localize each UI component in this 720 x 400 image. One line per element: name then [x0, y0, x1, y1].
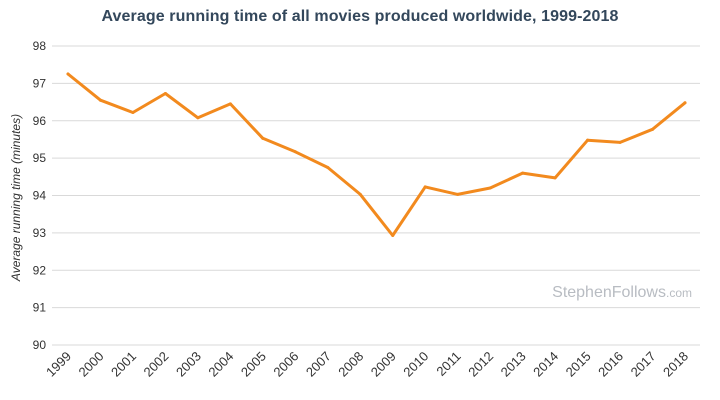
data-point	[326, 165, 330, 169]
y-tick-labels: 90 91 92 93 94 95 96 97 98	[33, 39, 47, 352]
y-tick-label: 95	[33, 151, 47, 165]
watermark-suffix: .com	[666, 286, 692, 300]
data-point	[683, 101, 687, 105]
x-tick-label: 2008	[335, 349, 366, 380]
x-tick-label: 2018	[660, 349, 691, 380]
x-tick-label: 2006	[270, 349, 301, 380]
chart-title: Average running time of all movies produ…	[101, 8, 619, 25]
data-point	[131, 111, 135, 115]
data-point	[651, 127, 655, 131]
watermark-main: StephenFollows	[552, 284, 666, 301]
x-tick-labels: 1999 2000 2001 2002 2003 2004 2005 2006 2007 2008…	[43, 349, 691, 380]
y-tick-label: 96	[33, 114, 47, 128]
y-tick-label: 93	[33, 226, 47, 240]
y-tick-label: 92	[33, 263, 47, 277]
x-tick-label: 2010	[400, 349, 431, 380]
x-tick-label: 2005	[238, 349, 269, 380]
data-point	[521, 171, 525, 175]
series-layer	[66, 72, 687, 237]
x-tick-label: 2017	[628, 349, 659, 380]
x-tick-label: 2003	[173, 349, 204, 380]
data-point	[261, 136, 265, 140]
data-point	[618, 140, 622, 144]
x-tick-label: 2014	[530, 349, 561, 380]
y-tick-label: 98	[33, 39, 47, 53]
x-tick-label: 1999	[43, 349, 74, 380]
data-point	[293, 150, 297, 154]
x-tick-label: 2015	[563, 349, 594, 380]
watermark: StephenFollows.com	[552, 284, 692, 301]
data-point	[358, 192, 362, 196]
x-tick-label: 2000	[76, 349, 107, 380]
grid-lines	[52, 45, 700, 346]
data-point	[586, 138, 590, 142]
series-line	[66, 72, 687, 237]
x-tick-label: 2012	[465, 349, 496, 380]
x-tick-label: 2013	[498, 349, 529, 380]
x-tick-label: 2001	[108, 349, 139, 380]
data-point	[423, 185, 427, 189]
data-point	[488, 186, 492, 190]
x-tick-label: 2007	[303, 349, 334, 380]
data-point	[196, 116, 200, 120]
x-tick-label: 2004	[205, 349, 236, 380]
data-point	[163, 91, 167, 95]
x-tick-label: 2011	[433, 349, 463, 379]
data-point	[228, 102, 232, 106]
data-point	[66, 72, 70, 76]
x-tick-label: 2016	[595, 349, 626, 380]
y-tick-label: 94	[33, 189, 47, 203]
data-point	[456, 192, 460, 196]
y-tick-label: 91	[33, 301, 47, 315]
y-axis-label: Average running time (minutes)	[9, 114, 23, 282]
x-tick-label: 2009	[368, 349, 399, 380]
y-tick-label: 97	[33, 76, 47, 90]
x-tick-label: 2002	[140, 349, 171, 380]
y-tick-label: 90	[33, 338, 47, 352]
data-point	[553, 176, 557, 180]
data-point	[98, 98, 102, 102]
data-point	[391, 233, 395, 237]
